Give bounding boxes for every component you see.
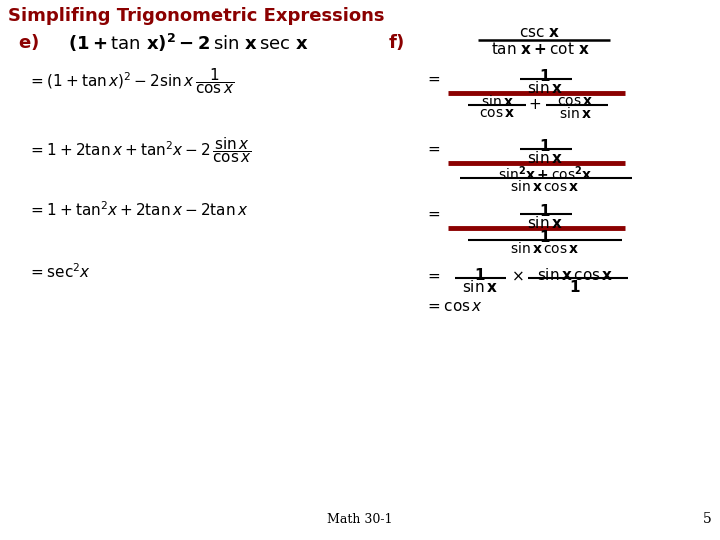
- Text: $\mathbf{\tan\,x + \cot\,x}$: $\mathbf{\tan\,x + \cot\,x}$: [490, 41, 590, 57]
- Text: $= 1 + \tan^2\!x + 2\tan x - 2\tan x$: $= 1 + \tan^2\!x + 2\tan x - 2\tan x$: [28, 200, 248, 219]
- Text: $\mathbf{1}$: $\mathbf{1}$: [570, 279, 581, 295]
- Text: $\mathbf{\cos x}$: $\mathbf{\cos x}$: [479, 106, 516, 120]
- Text: $\mathbf{\cos x}$: $\mathbf{\cos x}$: [557, 94, 593, 108]
- Text: $=$: $=$: [425, 72, 441, 86]
- Text: $\mathbf{\sin x}$: $\mathbf{\sin x}$: [462, 279, 498, 295]
- Text: $\mathbf{\sin x}$: $\mathbf{\sin x}$: [559, 106, 591, 121]
- Text: $=$: $=$: [425, 269, 441, 283]
- Text: $= \cos x$: $= \cos x$: [425, 300, 483, 314]
- Text: $= (1+\tan x)^2 - 2\sin x\,\dfrac{1}{\cos x}$: $= (1+\tan x)^2 - 2\sin x\,\dfrac{1}{\co…: [28, 66, 235, 96]
- Text: $\mathbf{\sin^2\!x + \cos^2\!x}$: $\mathbf{\sin^2\!x + \cos^2\!x}$: [498, 164, 593, 183]
- Text: $\mathbf{(1 + \tan\,x)^2 - 2\,\sin\,x\,\sec\,x}$: $\mathbf{(1 + \tan\,x)^2 - 2\,\sin\,x\,\…: [68, 32, 309, 54]
- Text: $\mathbf{\sin x}$: $\mathbf{\sin x}$: [480, 94, 513, 109]
- Text: Simplifing Trigonometric Expressions: Simplifing Trigonometric Expressions: [8, 7, 384, 25]
- Text: $= \sec^2\!x$: $= \sec^2\!x$: [28, 262, 91, 281]
- Text: $=$: $=$: [425, 142, 441, 156]
- Text: $\mathbf{1}$: $\mathbf{1}$: [539, 203, 551, 219]
- Text: $\mathbf{\sin x\,\cos x}$: $\mathbf{\sin x\,\cos x}$: [510, 179, 580, 194]
- Text: $\mathbf{\sin x}$: $\mathbf{\sin x}$: [527, 215, 563, 231]
- Text: $\mathbf{\sin x\,\cos x}$: $\mathbf{\sin x\,\cos x}$: [510, 241, 580, 256]
- Text: Math 30-1: Math 30-1: [328, 513, 392, 526]
- Text: $\mathbf{1}$: $\mathbf{1}$: [539, 68, 551, 84]
- Text: $=$: $=$: [425, 207, 441, 221]
- Text: 5: 5: [703, 512, 712, 526]
- Text: $\mathbf{1}$: $\mathbf{1}$: [539, 229, 551, 245]
- Text: $\mathbf{\sin x}$: $\mathbf{\sin x}$: [527, 150, 563, 166]
- Text: $+$: $+$: [528, 98, 541, 112]
- Text: $\mathbf{\csc\,x}$: $\mathbf{\csc\,x}$: [519, 26, 561, 40]
- Text: $\mathbf{f)}$: $\mathbf{f)}$: [388, 32, 405, 52]
- Text: $\times$: $\times$: [510, 270, 523, 284]
- Text: $= 1 + 2\tan x + \tan^2\!x - 2\,\dfrac{\sin x}{\cos x}$: $= 1 + 2\tan x + \tan^2\!x - 2\,\dfrac{\…: [28, 135, 252, 165]
- Text: $\mathbf{1}$: $\mathbf{1}$: [539, 138, 551, 154]
- Text: $\mathbf{e)}$: $\mathbf{e)}$: [18, 32, 39, 52]
- Text: $\mathbf{1}$: $\mathbf{1}$: [474, 267, 486, 283]
- Text: $\mathbf{\sin x}$: $\mathbf{\sin x}$: [527, 80, 563, 96]
- Text: $\mathbf{\sin x\,\cos x}$: $\mathbf{\sin x\,\cos x}$: [537, 267, 613, 283]
